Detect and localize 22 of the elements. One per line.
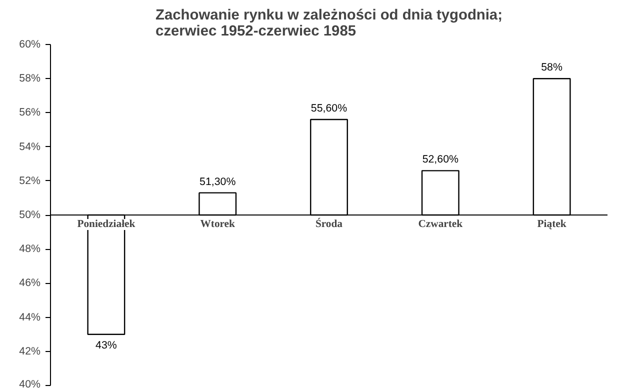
y-tick-label: 46% [19, 277, 42, 290]
chart-title: Zachowanie rynku w zależności od dnia tygodnia; czerwiec 1952-czerwiec 1985 [156, 8, 502, 40]
y-tick-label: 48% [19, 243, 42, 256]
data-label: 58% [541, 62, 563, 74]
y-tick-label: 56% [19, 106, 42, 119]
x-tick-label: Środa [315, 217, 344, 230]
y-tick-label: 58% [19, 72, 42, 85]
x-tick-label: Wtorek [200, 219, 236, 230]
data-label: 52,60% [422, 154, 459, 166]
data-label: 51,30% [200, 176, 236, 188]
data-label: 43% [96, 339, 118, 352]
y-tick-label: 54% [19, 140, 42, 153]
x-tick-label: Poniedziałek [77, 219, 136, 230]
y-tick-label: 44% [19, 311, 42, 324]
y-tick-label: 42% [19, 345, 42, 358]
y-tick-label: 40% [19, 378, 42, 390]
y-tick-label: 52% [19, 174, 42, 187]
y-tick-label: 60% [19, 38, 42, 50]
data-label: 55,60% [310, 102, 348, 115]
x-tick-label: Czwartek [418, 219, 463, 230]
x-tick-label: Piątek [537, 219, 566, 230]
y-tick-label: 50% [19, 209, 42, 221]
